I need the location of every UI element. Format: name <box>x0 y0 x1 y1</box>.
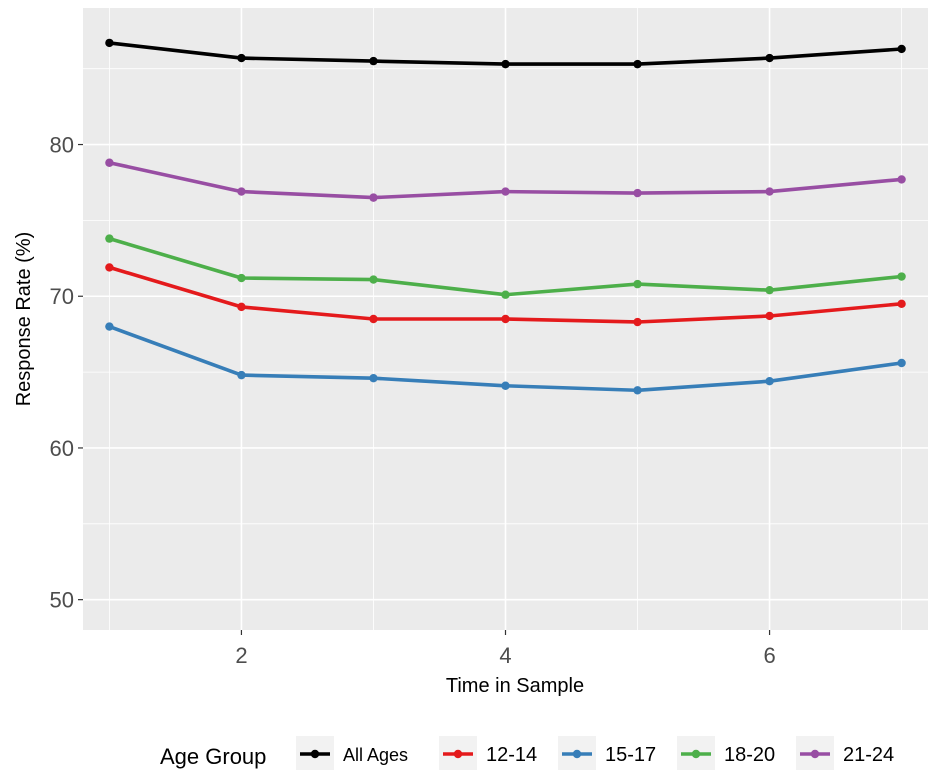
data-point <box>369 56 378 66</box>
y-tick-label: 50 <box>50 588 74 613</box>
data-point <box>237 370 246 380</box>
data-point <box>105 158 114 167</box>
data-point <box>897 272 906 281</box>
legend-key-point <box>310 749 320 759</box>
data-point <box>897 44 906 54</box>
legend-key-point <box>691 749 701 759</box>
y-tick-label: 80 <box>50 133 74 158</box>
series-layer <box>105 38 906 395</box>
data-point <box>237 53 246 63</box>
data-point <box>897 175 906 184</box>
legend-label: 15-17 <box>605 744 656 766</box>
y-axis-title: Response Rate (%) <box>13 232 35 407</box>
data-point <box>501 290 510 299</box>
data-point <box>369 193 378 202</box>
legend-label: All Ages <box>343 745 408 765</box>
legend-label: 18-20 <box>724 744 775 766</box>
data-point <box>765 53 774 63</box>
legend: Age Group All Ages 12-14 15-17 18-20 21-24 <box>160 736 894 772</box>
data-point <box>897 358 906 368</box>
data-point <box>765 311 774 321</box>
data-point <box>633 59 642 69</box>
data-point <box>105 234 114 243</box>
data-point <box>501 59 510 69</box>
data-point <box>237 273 246 283</box>
legend-title: Age Group <box>160 744 266 769</box>
data-point <box>369 373 378 383</box>
data-point <box>765 377 774 386</box>
legend-label: 21-24 <box>843 744 894 766</box>
x-axis-title: Time in Sample <box>446 675 584 697</box>
x-tick-label: 4 <box>499 643 511 668</box>
data-point <box>237 302 246 312</box>
data-point <box>633 279 642 289</box>
legend-key-point <box>572 749 582 759</box>
data-point <box>105 38 114 48</box>
data-point <box>501 187 510 196</box>
x-axis: 2 4 6 <box>235 630 776 668</box>
legend-label: 12-14 <box>486 744 537 766</box>
data-point <box>105 263 114 272</box>
y-tick-label: 60 <box>50 436 74 461</box>
data-point <box>369 275 378 284</box>
data-point <box>765 285 774 295</box>
x-tick-label: 2 <box>235 643 247 668</box>
legend-key-point <box>810 749 820 759</box>
data-point <box>633 188 642 198</box>
data-point <box>105 322 114 331</box>
data-point <box>237 187 246 196</box>
data-point <box>897 299 906 309</box>
legend-key-point <box>453 749 463 759</box>
y-axis: 50 60 70 80 <box>50 133 83 613</box>
data-point <box>765 187 774 196</box>
x-tick-label: 6 <box>763 643 775 668</box>
data-point <box>501 381 510 390</box>
data-point <box>501 314 510 324</box>
data-point <box>633 317 642 327</box>
data-point <box>369 314 378 324</box>
y-tick-label: 70 <box>50 284 74 309</box>
data-point <box>633 386 642 395</box>
